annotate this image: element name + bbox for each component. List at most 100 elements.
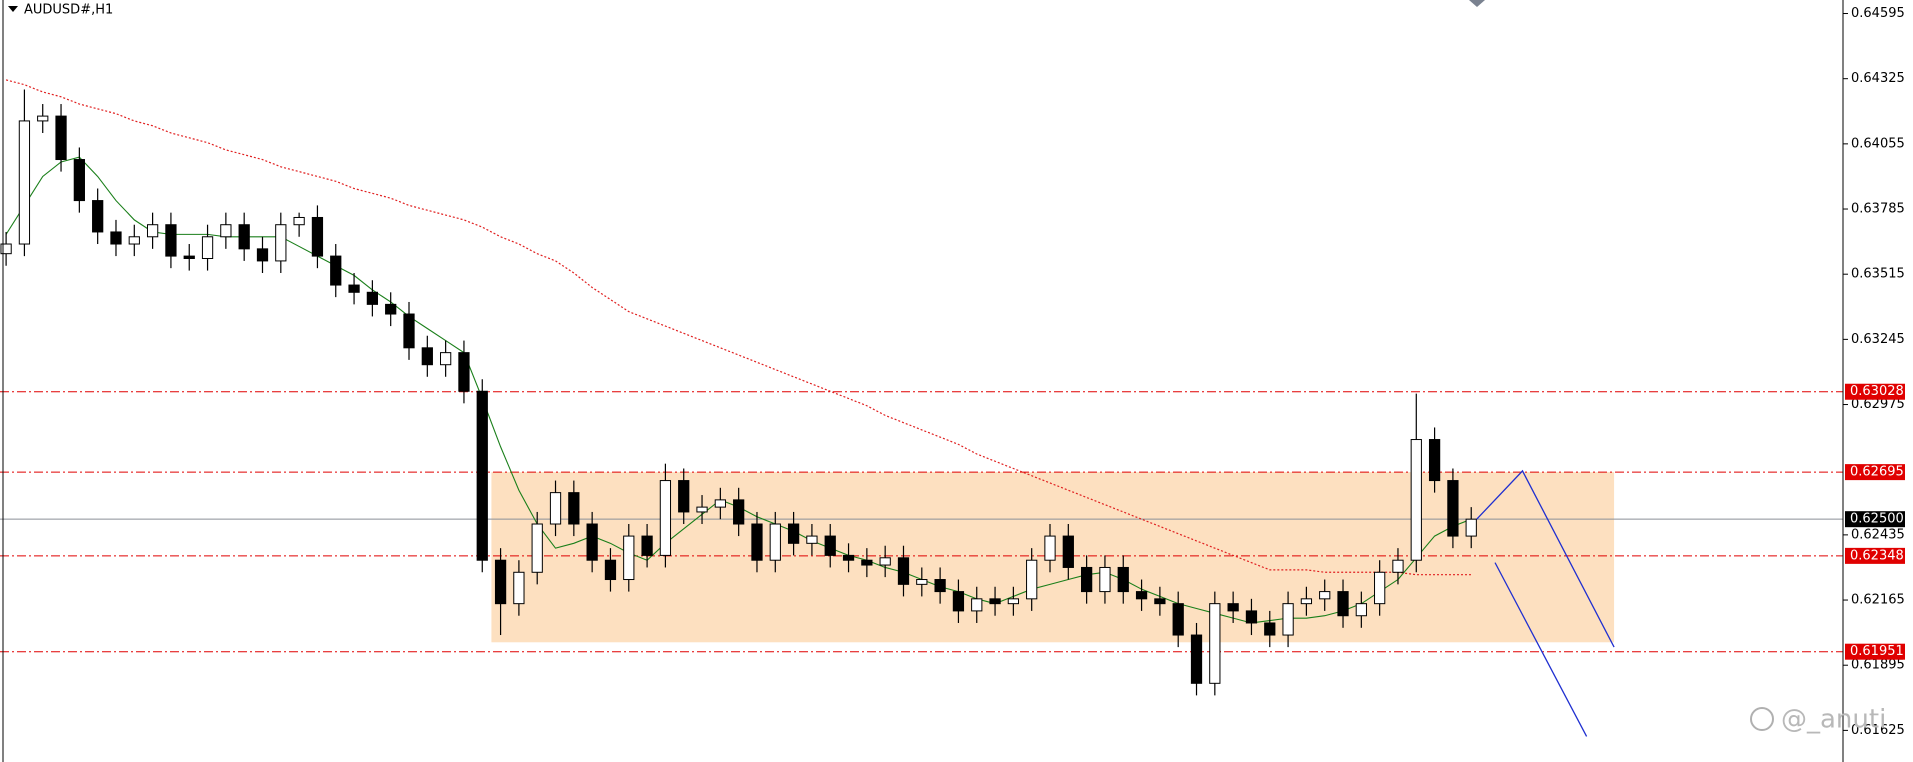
candle-body: [531, 523, 543, 573]
candle-body: [861, 559, 873, 566]
projection-line: [1476, 469, 1615, 648]
candle-body: [311, 216, 324, 257]
y-tick-label: 0.63515: [1851, 267, 1905, 282]
y-tick-label: 0.62165: [1851, 593, 1905, 608]
candle-body: [1007, 598, 1020, 605]
watermark-logo: [1750, 707, 1774, 731]
candle-body: [1337, 591, 1349, 617]
y-tick-label: 0.62975: [1851, 397, 1905, 412]
candle-body: [421, 347, 433, 366]
candle-body: [165, 224, 177, 257]
candle-body: [1392, 559, 1404, 573]
watermark-icon: [1750, 707, 1774, 731]
candle-body: [678, 480, 690, 513]
candle-body: [787, 523, 800, 544]
candle-body: [1319, 591, 1331, 600]
level-label-bg: [1845, 464, 1905, 481]
candle-body: [879, 557, 891, 566]
candle-body: [733, 499, 745, 525]
y-tick-label: 0.64055: [1851, 136, 1905, 151]
symbol-menu-arrow: [8, 6, 18, 12]
candle-body: [1099, 566, 1111, 593]
candle-body: [1465, 518, 1477, 537]
candle-body: [513, 571, 525, 605]
candle-body: [1081, 566, 1093, 593]
level-label: 0.63028: [1850, 384, 1904, 399]
candle-body: [623, 535, 635, 581]
candle-body: [110, 231, 122, 245]
candle-body: [989, 598, 1001, 605]
candle-body: [1209, 603, 1221, 684]
candle-body: [1154, 598, 1166, 605]
candle-body: [366, 291, 379, 305]
candle-body: [37, 115, 49, 122]
candle-body: [55, 115, 67, 161]
level-label: 0.62348: [1850, 548, 1904, 563]
candle-body: [714, 499, 726, 508]
candle-body: [751, 523, 763, 561]
candle-body: [1355, 603, 1367, 617]
candle-body: [824, 535, 836, 556]
level-label-bg: [1845, 643, 1905, 660]
candle-body: [842, 554, 855, 561]
candle-body: [1447, 480, 1459, 537]
candle-body: [696, 506, 708, 513]
candle-body: [92, 200, 104, 233]
candle-body: [1264, 622, 1276, 636]
candle-body: [128, 236, 140, 245]
candle-body: [934, 579, 946, 593]
candle-body: [1044, 535, 1056, 561]
candle-body: [1227, 603, 1239, 612]
candle-body: [971, 598, 983, 612]
candle-body: [586, 523, 598, 561]
scroll-marker: [1469, 0, 1485, 7]
candle-body: [476, 390, 488, 561]
y-tick-label: 0.63785: [1851, 202, 1905, 217]
candle-body: [494, 559, 507, 605]
candle-body: [385, 303, 397, 315]
level-label-bg: [1845, 383, 1905, 400]
candle-body: [641, 535, 653, 556]
chart-title: AUDUSD#,H1: [24, 3, 113, 18]
candle-body: [1190, 634, 1203, 684]
mid-layer: [0, 79, 1477, 696]
candle-body: [220, 224, 232, 238]
candle-body: [18, 120, 31, 245]
y-tick-label: 0.62435: [1851, 527, 1905, 542]
candle-body: [458, 352, 470, 392]
candle-body: [659, 480, 672, 556]
level-label: 0.61951: [1850, 644, 1904, 659]
candle-body: [201, 236, 214, 260]
level-label: 0.62695: [1850, 465, 1904, 480]
y-tick-label: 0.61625: [1851, 723, 1905, 738]
candle-body: [952, 591, 965, 612]
y-tick-label: 0.64325: [1851, 71, 1905, 86]
candle-body: [238, 224, 250, 250]
candle-body: [1062, 535, 1074, 568]
candle-body: [293, 216, 305, 226]
candle-body: [440, 352, 452, 366]
candle-body: [348, 284, 360, 293]
y-tick-label: 0.63245: [1851, 332, 1905, 347]
current-price-label-bg: [1845, 511, 1905, 528]
watermark: @_anuti: [1781, 705, 1886, 735]
candle-body: [1026, 559, 1038, 600]
candle-body: [275, 224, 287, 262]
candle-body: [330, 255, 342, 286]
candle-body: [0, 243, 12, 255]
candle-body: [897, 557, 910, 585]
candle-body: [1245, 610, 1258, 624]
candle-body: [256, 248, 269, 262]
front-layer: 0.64595 0.64325 0.64055 0.63785 0.63515 0.632…: [1476, 6, 1905, 738]
candle-body: [403, 313, 415, 349]
level-label-bg: [1845, 547, 1905, 564]
candle-body: [1300, 598, 1313, 605]
candle-body: [549, 492, 562, 525]
candle-body: [1117, 566, 1129, 593]
candle-body: [1135, 591, 1148, 600]
candle-body: [183, 255, 195, 260]
candle-body: [1374, 571, 1386, 605]
candle-body: [769, 523, 781, 561]
